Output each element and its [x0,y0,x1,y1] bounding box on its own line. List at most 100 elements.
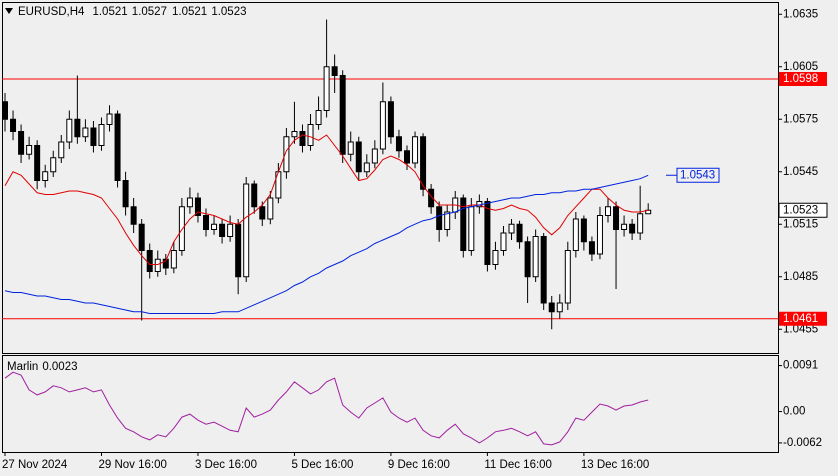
candle-body-down [395,136,402,152]
candle-body-down [299,131,306,146]
candle-body-up [532,236,539,278]
open-value: 1.0521 [92,6,127,18]
candle-body-up [371,148,378,164]
candle-body-up [347,141,354,155]
candle-body-down [524,241,531,278]
candle-body-up [227,223,234,237]
candle-body-down [484,201,491,265]
y-tick-label: 1.0635 [783,8,818,20]
indicator-name: Marlin [7,361,38,373]
candle-body-down [404,150,410,164]
candle-body-up [291,131,298,138]
candle-body-down [194,197,201,216]
main-panel-frame [2,2,779,354]
candle-body-up [379,101,386,150]
candle-body-up [363,162,370,173]
candle-body-up [572,218,579,251]
candle-body-up [468,206,475,251]
candle-body-up [170,250,177,269]
candle-body-up [444,211,451,230]
current-price-box [778,202,828,218]
candle-body-up [82,127,89,138]
candle-body-down [162,258,169,269]
candle-body-down [460,197,467,251]
x-tick-label: 3 Dec 16:00 [195,459,257,471]
candle-body-down [10,118,17,132]
candle-body-down [331,66,338,76]
candle-body-up [66,118,73,143]
candle-body-down [2,101,8,120]
x-tick-label: 11 Dec 16:00 [484,459,552,471]
price-label: 1.0543 [680,169,715,181]
level-label-box [779,311,827,326]
level-label-box [779,72,827,86]
candle-body-up [315,110,322,125]
x-tick-label: 29 Nov 16:00 [98,459,166,471]
moving-average-line [4,134,649,265]
candle-body-up [243,183,250,278]
candle-body-up [556,302,563,313]
indicator-y-tick-label: -0.0062 [783,437,822,449]
candle-body-up [26,145,33,155]
candle-body-down [259,206,266,220]
marks: 1.0635 1.0605 1.0575 1.0545 1.0515 1.0485 1.04… [2,8,828,471]
candle-body-down [90,127,97,146]
candle-body-down [74,118,81,138]
candle-body-up [154,258,161,272]
candle-body-up [500,232,507,251]
level-label: 1.0598 [783,73,818,85]
level-label: 1.0461 [783,313,818,325]
candle-body-up [412,136,419,164]
candle-body-up [605,206,611,216]
candle-body-down [588,241,595,255]
candle-body-up [492,250,499,265]
candle-body-up [508,223,515,234]
x-tick-label: 27 Nov 2024 [2,459,68,471]
symbol: EURUSD,H4 [18,6,85,18]
close-value: 1.0523 [211,6,246,18]
y-tick-label: 1.0515 [783,218,818,230]
candle-body-up [186,197,193,208]
candle-body-up [211,223,218,230]
candle-body-up [98,124,105,146]
candle-body-down [420,136,427,190]
indicator-header: Marlin 0.0023 [7,361,78,373]
candle-body-down [18,131,25,155]
candle-body-down [130,206,137,225]
candle-body-up [42,171,49,181]
candle-body-down [203,215,209,230]
candle-body-up [596,215,603,255]
candle-body-down [548,302,555,313]
moving-average-line [4,174,649,314]
candle-body-down [146,250,153,272]
candle-body-up [178,206,185,251]
candle-body-down [580,218,587,243]
x-tick-label: 9 Dec 16:00 [388,459,450,471]
candle-body-down [235,223,242,278]
indicator-value: 0.0023 [42,361,77,373]
candle-body-down [122,180,129,208]
candle-body-up [621,223,628,230]
high-value: 1.0527 [132,6,167,18]
candle-body-up [564,250,571,304]
candle-body-down [387,101,394,138]
menu-arrow [5,8,13,14]
candle-body-down [339,75,346,155]
current-price-label: 1.0523 [783,204,818,216]
candle-body-down [629,223,636,234]
y-tick-label: 1.0605 [783,61,818,73]
indicator-y-tick-label: 0.0091 [783,360,818,372]
candle-body-up [58,141,65,159]
candle-body-down [613,206,620,230]
candle-body-down [251,183,258,208]
candle-body-up [323,66,330,111]
price-label-box [676,167,720,183]
candle-body-up [50,157,57,173]
y-tick-label: 1.0545 [783,166,818,178]
y-tick-label: 1.0575 [783,113,818,125]
indicator-line [4,371,649,446]
candle-body-down [219,223,226,237]
candle-body-down [114,113,121,181]
